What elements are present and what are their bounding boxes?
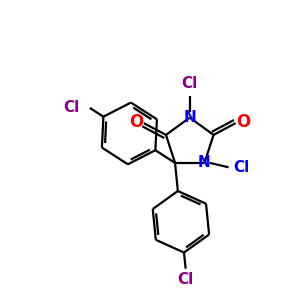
Text: Cl: Cl (63, 100, 80, 116)
Text: N: N (198, 155, 211, 170)
Text: N: N (183, 110, 196, 125)
Text: Cl: Cl (233, 160, 250, 175)
Text: Cl: Cl (178, 272, 194, 286)
Text: O: O (129, 113, 144, 131)
Text: O: O (236, 113, 250, 131)
Text: Cl: Cl (182, 76, 198, 91)
